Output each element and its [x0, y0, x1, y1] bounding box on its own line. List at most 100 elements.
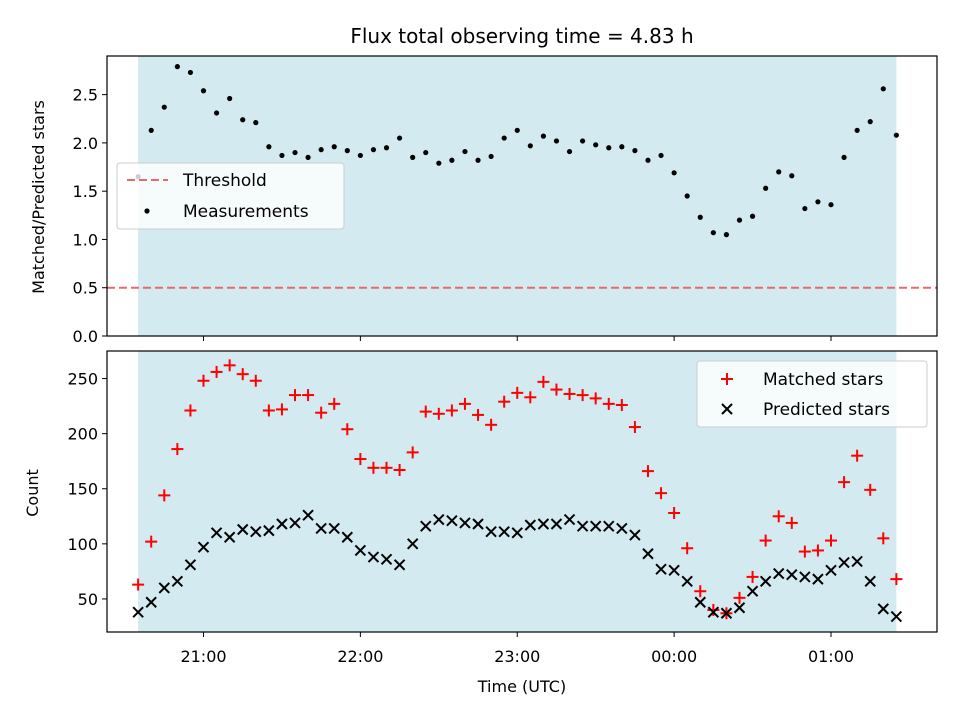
matched-star-point: [615, 398, 628, 411]
measurement-point: [383, 145, 390, 151]
measurement-point: [867, 119, 873, 125]
predicted-star-point: [511, 527, 523, 539]
measurement-point: [697, 214, 703, 220]
predicted-mark-b: [668, 564, 680, 576]
predicted-mark-b: [263, 524, 275, 537]
measurement-point: [475, 157, 481, 163]
matched-star-point: [877, 532, 890, 545]
predicted-mark-b: [459, 517, 471, 529]
predicted-star-point: [145, 596, 157, 608]
measurement-point: [357, 152, 363, 159]
predicted-mark-b: [629, 529, 641, 541]
predicted-star-point: [720, 607, 733, 619]
bottom-ytick-label: 150: [67, 480, 98, 499]
matched-star-point: [772, 510, 785, 523]
measurement-point: [606, 145, 612, 151]
measurement-point: [488, 153, 494, 160]
matched-star-point: [419, 405, 432, 418]
predicted-star-point: [380, 553, 393, 565]
predicted-star-point: [563, 513, 576, 526]
measurement-point: [723, 232, 730, 238]
predicted-mark-b: [197, 541, 210, 553]
predicted-star-point: [629, 529, 641, 541]
measurement-point: [200, 88, 207, 94]
measurement-point: [553, 138, 560, 144]
predicted-mark-b: [563, 513, 576, 526]
predicted-mark-b: [825, 564, 837, 576]
predicted-star-point: [420, 520, 432, 532]
predicted-star-point: [276, 518, 288, 530]
predicted-star-point: [485, 526, 497, 538]
predicted-mark-b: [537, 518, 550, 530]
matched-star-point: [197, 374, 210, 387]
measurement-point: [331, 144, 337, 150]
predicted-star-point: [576, 520, 589, 532]
matched-star-point: [132, 578, 145, 591]
predicted-mark-b: [786, 568, 798, 581]
measurement-point: [632, 148, 638, 154]
predicted-mark-b: [642, 548, 654, 560]
predicted-star-point: [877, 603, 889, 615]
measurement-point: [305, 154, 311, 160]
top-legend-box: [116, 162, 345, 230]
matched-star-point: [262, 404, 275, 417]
predicted-star-point: [681, 575, 693, 588]
top-ytick-label: 1.5: [73, 182, 98, 201]
measurement-point: [436, 160, 442, 166]
matched-star-point: [628, 421, 641, 434]
predicted-mark-b: [603, 520, 615, 532]
predicted-star-point: [786, 568, 798, 581]
matched-star-point: [249, 374, 262, 387]
predicted-star-point: [851, 555, 863, 568]
predicted-star-point: [472, 518, 484, 530]
measurement-point: [645, 157, 651, 163]
measurement-point: [893, 132, 899, 138]
matched-star-point: [445, 404, 458, 417]
matched-star-point: [393, 464, 406, 477]
predicted-mark-b: [877, 603, 889, 615]
matched-star-point: [681, 542, 694, 555]
matched-star-point: [210, 365, 223, 378]
predicted-mark-b: [812, 573, 824, 585]
measurement-point: [749, 213, 756, 219]
measurement-point: [593, 142, 599, 148]
matched-star-point: [563, 387, 576, 400]
measurement-point: [527, 143, 533, 149]
measurement-point: [213, 110, 220, 116]
matched-star-point: [798, 545, 811, 558]
measurement-point: [344, 148, 350, 154]
predicted-mark-b: [864, 575, 876, 588]
legend-predicted-label: Predicted stars: [763, 400, 890, 420]
matched-star-point: [354, 452, 367, 465]
bottom-xlabel: Time (UTC): [477, 677, 566, 696]
matched-star-point: [759, 534, 772, 547]
predicted-mark-b: [550, 518, 563, 530]
predicted-star-point: [459, 517, 471, 529]
predicted-star-point: [171, 575, 184, 588]
predicted-star-point: [393, 559, 406, 571]
predicted-mark-b: [354, 544, 367, 557]
predicted-star-point: [315, 522, 327, 535]
predicted-star-point: [341, 531, 354, 543]
measurement-point: [802, 205, 808, 212]
measurement-point: [828, 202, 834, 208]
predicted-mark-b: [158, 582, 170, 594]
predicted-star-point: [668, 564, 680, 576]
top-ylabel: Matched/Predicted stars: [29, 100, 48, 294]
predicted-star-point: [799, 571, 811, 583]
measurement-point: [540, 133, 546, 139]
predicted-mark-b: [720, 607, 733, 619]
predicted-star-point: [263, 524, 275, 537]
bottom-ytick-label: 50: [78, 590, 98, 609]
predicted-mark-b: [707, 606, 720, 618]
predicted-mark-b: [733, 602, 746, 614]
predicted-mark-b: [524, 519, 537, 531]
measurement-point: [410, 154, 416, 160]
measurement-point: [240, 117, 246, 123]
measurement-point: [658, 152, 664, 159]
legend-matched-label: Matched stars: [763, 370, 883, 390]
matched-star-point: [302, 389, 315, 402]
measurement-point: [462, 148, 468, 155]
predicted-star-point: [616, 522, 628, 535]
predicted-mark-b: [472, 518, 484, 530]
